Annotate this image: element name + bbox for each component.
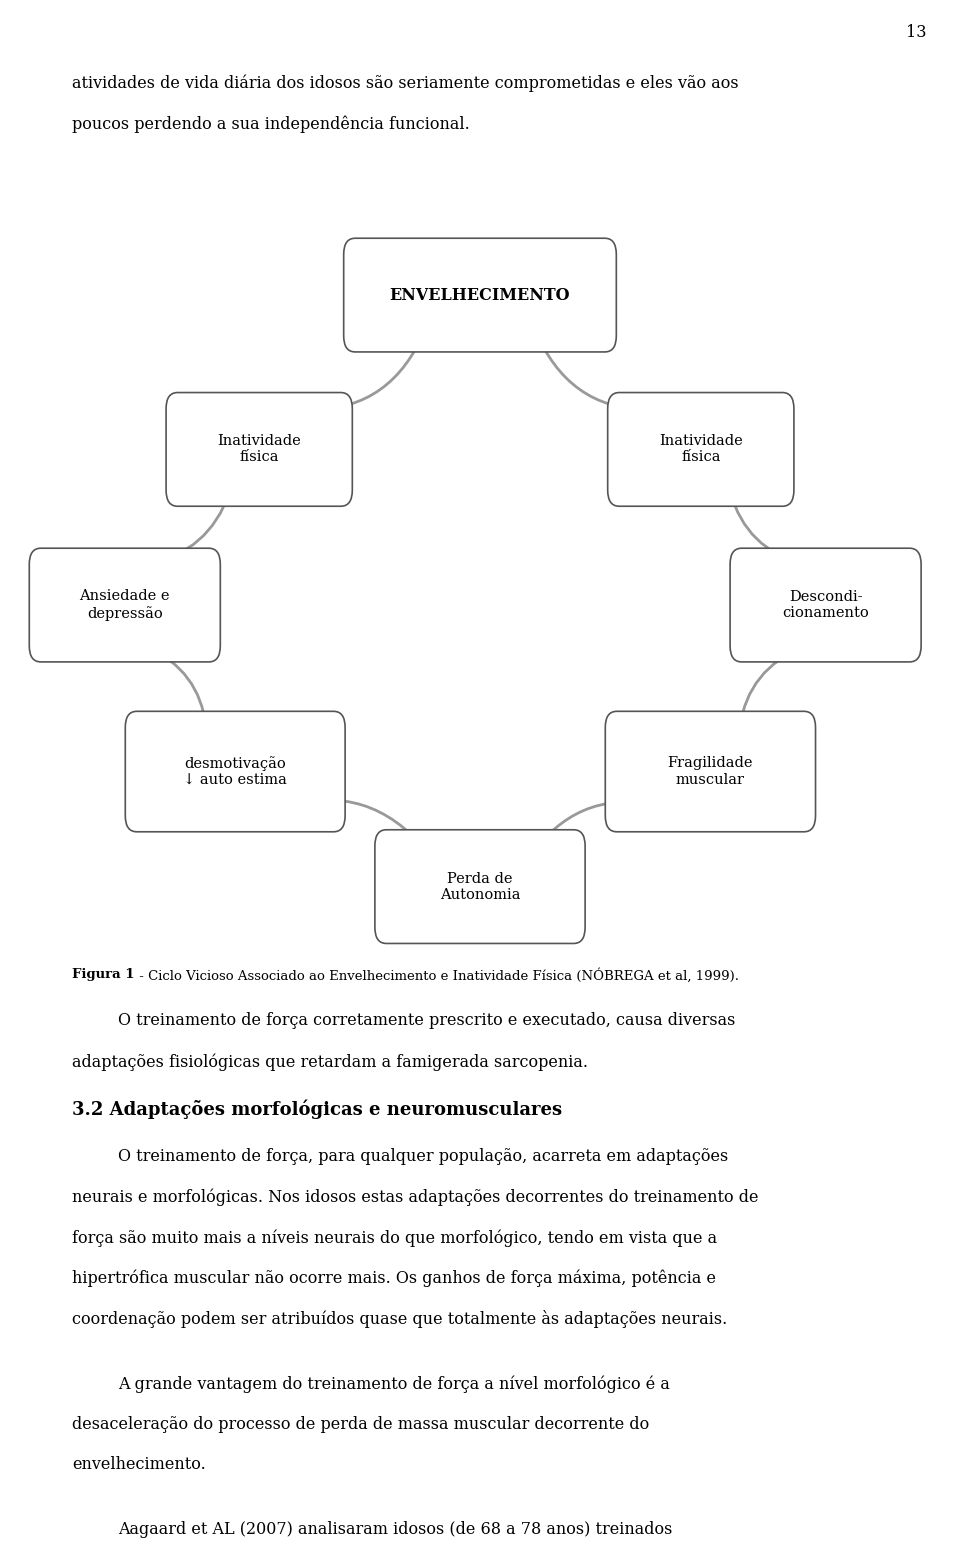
Text: - Ciclo Vicioso Associado ao Envelhecimento e Inatividade Física (NÓBREGA et al,: - Ciclo Vicioso Associado ao Envelhecime… xyxy=(135,967,739,983)
FancyBboxPatch shape xyxy=(125,711,346,832)
Text: Fragilidade
muscular: Fragilidade muscular xyxy=(667,756,754,787)
Text: Inatividade
física: Inatividade física xyxy=(217,434,301,465)
FancyBboxPatch shape xyxy=(344,238,616,351)
Text: O treinamento de força, para qualquer população, acarreta em adaptações: O treinamento de força, para qualquer po… xyxy=(118,1148,729,1165)
FancyBboxPatch shape xyxy=(374,830,585,944)
FancyBboxPatch shape xyxy=(608,392,794,507)
FancyBboxPatch shape xyxy=(730,549,921,662)
Text: envelhecimento.: envelhecimento. xyxy=(72,1457,205,1474)
Text: Ansiedade e
depressão: Ansiedade e depressão xyxy=(80,589,170,620)
Text: adaptações fisiológicas que retardam a famigerada sarcopenia.: adaptações fisiológicas que retardam a f… xyxy=(72,1053,588,1070)
Text: ENVELHECIMENTO: ENVELHECIMENTO xyxy=(390,286,570,303)
Text: Figura 1: Figura 1 xyxy=(72,967,134,981)
Text: poucos perdendo a sua independência funcional.: poucos perdendo a sua independência func… xyxy=(72,115,469,132)
Text: A grande vantagem do treinamento de força a nível morfológico é a: A grande vantagem do treinamento de forç… xyxy=(118,1375,670,1393)
Text: desmotivação
↓ auto estima: desmotivação ↓ auto estima xyxy=(183,756,287,787)
Text: Descondi-
cionamento: Descondi- cionamento xyxy=(782,589,869,620)
Text: hipertrófica muscular não ocorre mais. Os ganhos de força máxima, potência e: hipertrófica muscular não ocorre mais. O… xyxy=(72,1270,716,1288)
FancyBboxPatch shape xyxy=(605,711,815,832)
Text: O treinamento de força corretamente prescrito e executado, causa diversas: O treinamento de força corretamente pres… xyxy=(118,1012,735,1029)
FancyBboxPatch shape xyxy=(30,549,220,662)
Text: Perda de
Autonomia: Perda de Autonomia xyxy=(440,871,520,902)
Text: 3.2 Adaptações morfológicas e neuromusculares: 3.2 Adaptações morfológicas e neuromuscu… xyxy=(72,1099,563,1118)
Text: força são muito mais a níveis neurais do que morfológico, tendo em vista que a: força são muito mais a níveis neurais do… xyxy=(72,1228,717,1247)
Text: Inatividade
física: Inatividade física xyxy=(659,434,743,465)
Text: Aagaard et AL (2007) analisaram idosos (de 68 a 78 anos) treinados: Aagaard et AL (2007) analisaram idosos (… xyxy=(118,1521,672,1538)
Text: 13: 13 xyxy=(906,25,926,42)
Text: desaceleração do processo de perda de massa muscular decorrente do: desaceleração do processo de perda de ma… xyxy=(72,1417,649,1432)
FancyBboxPatch shape xyxy=(166,392,352,507)
Text: coordenação podem ser atribuídos quase que totalmente às adaptações neurais.: coordenação podem ser atribuídos quase q… xyxy=(72,1311,728,1328)
Text: neurais e morfológicas. Nos idosos estas adaptações decorrentes do treinamento d: neurais e morfológicas. Nos idosos estas… xyxy=(72,1188,758,1207)
Text: atividades de vida diária dos idosos são seriamente comprometidas e eles vão aos: atividades de vida diária dos idosos são… xyxy=(72,75,738,92)
